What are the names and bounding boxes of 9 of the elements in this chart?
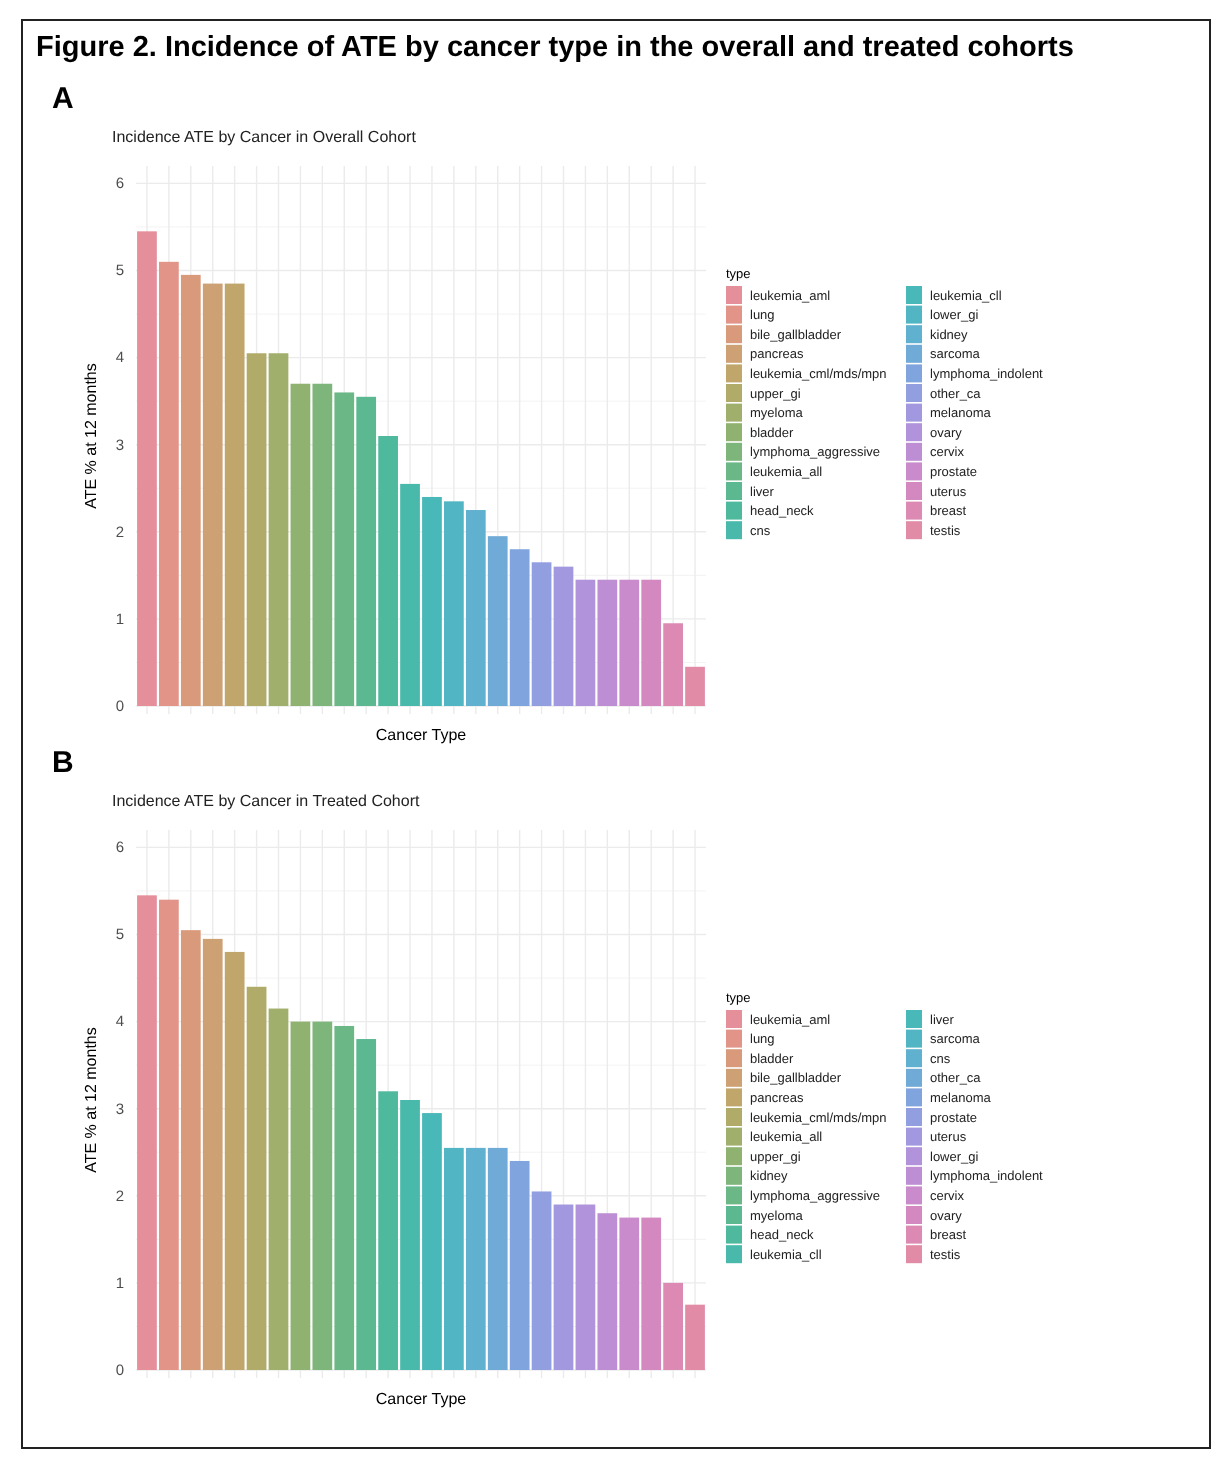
text: A (52, 82, 74, 116)
x-axis-title: Cancer Type (375, 726, 468, 744)
y-axis-title: ATE % at 12 months (82, 1027, 100, 1173)
text: B (52, 746, 74, 780)
chart-title: Incidence ATE by Cancer in Treated Cohort (112, 792, 421, 810)
y-axis-title: ATE % at 12 months (82, 363, 100, 509)
chart-title: Incidence ATE by Cancer in Overall Cohort (112, 128, 418, 146)
caption: Figure 2. Incidence of ATE by cancer type in the overall and treated cohorts (36, 32, 1074, 64)
x-axis-title: Cancer Type (375, 1390, 468, 1408)
